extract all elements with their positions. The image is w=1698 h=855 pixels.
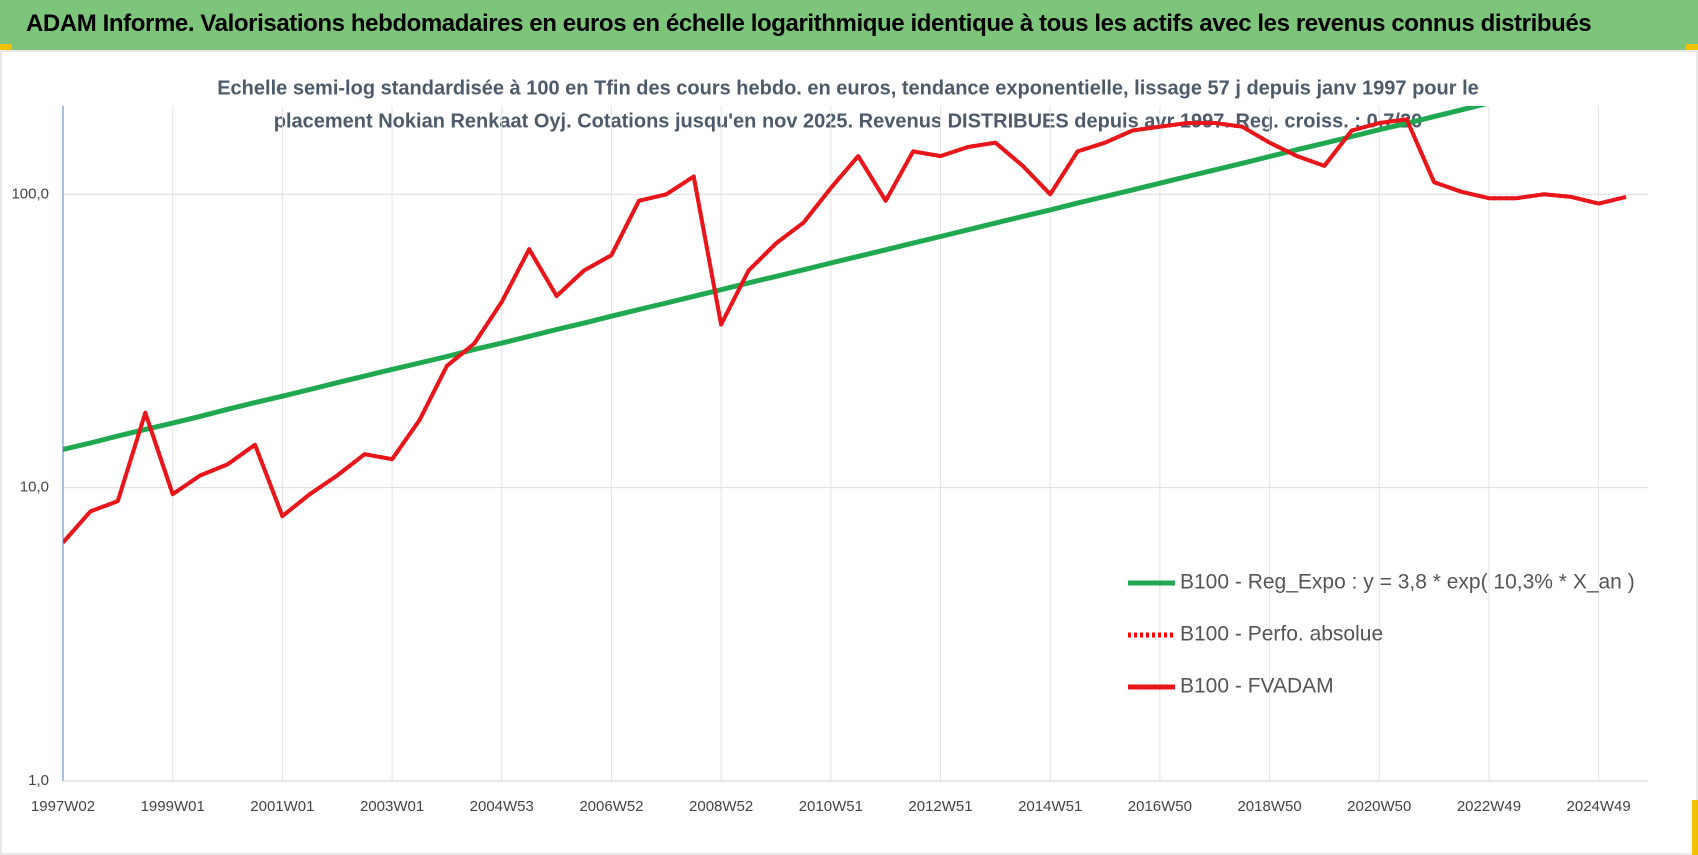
corner bbox=[0, 44, 12, 50]
x-tick-label: 2008W52 bbox=[689, 798, 753, 815]
x-tick-label: 2014W51 bbox=[1018, 798, 1082, 815]
x-tick-label: 2020W50 bbox=[1347, 798, 1411, 815]
subtitle: placement Nokian Renkaat Oyj. Cotations … bbox=[274, 110, 1422, 132]
x-tick-label: 2018W50 bbox=[1237, 798, 1301, 815]
x-tick-label: 2010W51 bbox=[799, 798, 863, 815]
x-tick-label: 2012W51 bbox=[908, 798, 972, 815]
corner bbox=[1692, 800, 1698, 855]
legend-label: B100 - Perfo. absolue bbox=[1180, 623, 1383, 646]
x-tick-label: 1999W01 bbox=[141, 798, 205, 815]
y-tick-label: 100,0 bbox=[11, 185, 49, 202]
frame bbox=[0, 50, 1698, 855]
y-tick-label: 1,0 bbox=[28, 772, 49, 789]
series-line bbox=[63, 117, 1627, 544]
x-tick-label: 1997W02 bbox=[31, 798, 95, 815]
header: ADAM Informe. Valorisations hebdomadaire… bbox=[0, 0, 1698, 50]
x-tick-label: 2001W01 bbox=[250, 798, 314, 815]
series-line bbox=[63, 106, 1488, 452]
x-tick-label: 2022W49 bbox=[1457, 798, 1521, 815]
header-title: ADAM Informe. Valorisations hebdomadaire… bbox=[26, 10, 1592, 37]
x-tick-label: 2024W49 bbox=[1567, 798, 1631, 815]
legend-label: B100 - FVADAM bbox=[1180, 675, 1334, 698]
legend-label: B100 - Reg_Expo : y = 3,8 * exp( 10,3% *… bbox=[1180, 571, 1635, 594]
subtitle: Echelle semi-log standardisée à 100 en T… bbox=[217, 77, 1479, 99]
series-line bbox=[63, 117, 1627, 544]
x-tick-label: 2003W01 bbox=[360, 798, 424, 815]
y-tick-label: 10,0 bbox=[20, 479, 49, 496]
x-tick-label: 2004W53 bbox=[470, 798, 534, 815]
corner bbox=[1686, 44, 1698, 50]
x-tick-label: 2006W52 bbox=[579, 798, 643, 815]
x-tick-label: 2016W50 bbox=[1128, 798, 1192, 815]
